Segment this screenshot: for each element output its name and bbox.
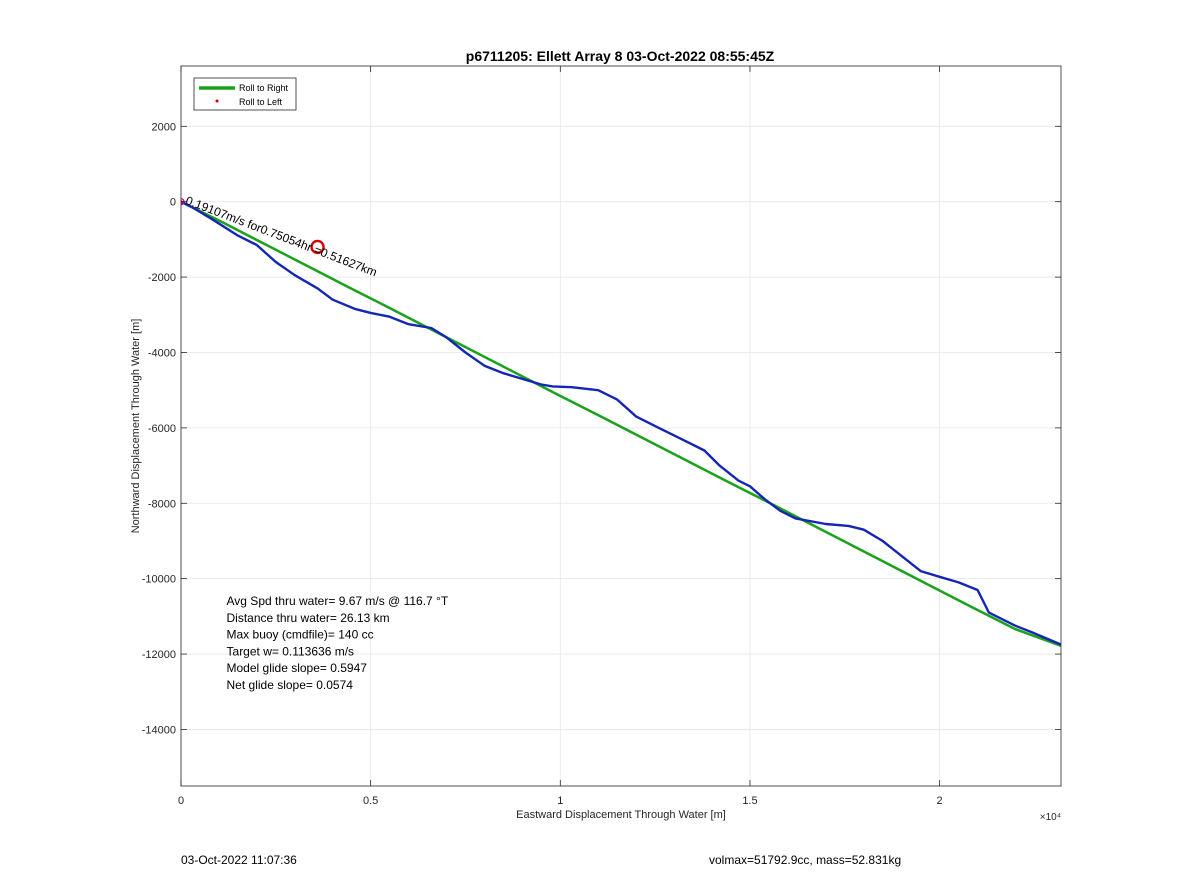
- stats-annotation-line: Target w= 0.113636 m/s: [227, 644, 355, 658]
- stats-annotation-line: Max buoy (cmdfile)= 140 cc: [227, 628, 374, 642]
- footer-volmax-mass: volmax=51792.9cc, mass=52.831kg: [709, 853, 902, 867]
- series-roll-to-right-line: [181, 200, 1061, 647]
- x-tick-label: 1: [557, 795, 563, 807]
- legend: Roll to Right Roll to Left: [193, 77, 297, 111]
- series-track-line: [181, 200, 1061, 646]
- y-tick-label: -4000: [148, 347, 176, 359]
- y-tick-label: -8000: [148, 498, 176, 510]
- legend-roll-left-label: Roll to Left: [239, 97, 283, 107]
- y-axis-label: Northward Displacement Through Water [m]: [130, 319, 142, 534]
- x-exponent-label: ×10⁴: [1040, 812, 1061, 823]
- legend-roll-right-label: Roll to Right: [239, 83, 289, 93]
- y-tick-label: -2000: [148, 272, 176, 284]
- stats-annotation-line: Avg Spd thru water= 9.67 m/s @ 116.7 °T: [227, 594, 449, 608]
- footer-timestamp: 03-Oct-2022 11:07:36: [181, 853, 297, 867]
- y-tick-label: -14000: [142, 724, 176, 736]
- x-axis-label: Eastward Displacement Through Water [m]: [516, 809, 726, 821]
- x-tick-label: 2: [937, 795, 943, 807]
- x-tick-label: 0.5: [363, 795, 378, 807]
- legend-roll-left-swatch: [215, 99, 219, 103]
- stats-annotation-line: Net glide slope= 0.0574: [227, 678, 354, 692]
- chart-title: p6711205: Ellett Array 8 03-Oct-2022 08:…: [466, 48, 775, 64]
- stats-annotation-line: Model glide slope= 0.5947: [227, 661, 368, 675]
- y-tick-label: 2000: [152, 121, 176, 133]
- y-tick-label: -6000: [148, 423, 176, 435]
- current-position-marker: [310, 239, 325, 255]
- grid-layer: [180, 66, 1061, 786]
- tick-layer: 0 0.5 1 1.5 2 2000 0 -2000 -4000 -6000 -8000 -10000…: [142, 66, 1061, 807]
- plot-frame: [180, 65, 1062, 787]
- x-tick-label: 1.5: [742, 795, 757, 807]
- stats-annotation-line: Distance thru water= 26.13 km: [227, 611, 390, 625]
- y-tick-label: -10000: [142, 574, 176, 586]
- y-tick-label: -12000: [142, 649, 176, 661]
- legend-box: [193, 77, 297, 111]
- y-tick-label: 0: [170, 197, 176, 209]
- x-tick-label: 0: [178, 795, 184, 807]
